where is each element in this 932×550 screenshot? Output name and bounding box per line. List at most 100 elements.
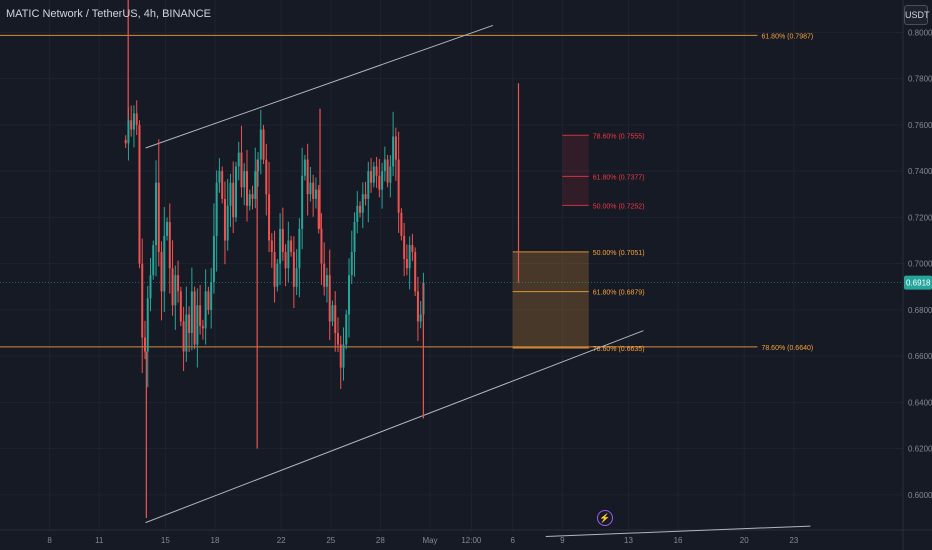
x-tick-label: 11 [95, 536, 104, 545]
x-tick-label: 8 [47, 536, 52, 545]
x-tick-label: 22 [277, 536, 286, 545]
x-tick-label: 25 [326, 536, 335, 545]
candle-body [143, 337, 146, 352]
candle-body [350, 252, 353, 276]
candle-body [132, 113, 135, 130]
fib-level-label: 50.00% (0.7252) [593, 203, 645, 210]
y-tick-label: 0.8000 [908, 28, 932, 37]
candle-body [157, 182, 160, 253]
candle-body [336, 332, 339, 345]
candle-body [394, 136, 397, 160]
candle-body [237, 152, 240, 167]
candle-body [124, 139, 127, 144]
x-tick-label: May [422, 536, 437, 545]
candle-body [218, 171, 221, 183]
candle-body [276, 263, 279, 287]
fib-level-label: 61.80% (0.7377) [593, 174, 645, 181]
candle-body [295, 268, 298, 287]
candle-body [135, 113, 138, 125]
candle-body [152, 245, 155, 276]
fib-zone [562, 135, 589, 206]
candle-body [248, 194, 251, 206]
candle-body [268, 194, 271, 241]
candle-body [232, 182, 235, 218]
candle-body [212, 235, 215, 283]
candle-body [378, 175, 381, 190]
candle-body [323, 263, 326, 287]
y-tick-label: 0.7200 [908, 213, 932, 222]
x-tick-label: 9 [560, 536, 565, 545]
candle-body [215, 182, 218, 236]
lightning-icon[interactable]: ⚡ [597, 510, 613, 526]
candle-body [130, 120, 133, 130]
y-tick-label: 0.7800 [908, 75, 932, 84]
last-price-tag [904, 275, 932, 290]
candle-body [312, 182, 315, 199]
candle-body [345, 314, 348, 345]
candle-body [328, 275, 331, 322]
y-tick-label: 0.6400 [908, 398, 932, 407]
candle-body [361, 194, 364, 213]
fib-level-label: 61.80% (0.6879) [593, 290, 645, 297]
candle-body [287, 240, 290, 269]
candle-body [359, 205, 362, 213]
candle-body [303, 159, 306, 176]
fib-level-label: 78.60% (0.6635) [593, 346, 645, 353]
trend-channel-line [145, 24, 494, 149]
candle-body [356, 205, 359, 222]
candle-body [210, 282, 213, 310]
x-tick-label: 20 [740, 536, 749, 545]
y-tick-label: 0.6000 [908, 491, 932, 500]
currency-button[interactable]: USDT [904, 5, 930, 25]
candle-body [414, 252, 417, 292]
candle-body [408, 245, 411, 269]
candle-body [353, 221, 356, 253]
y-tick-label: 0.7000 [908, 260, 932, 269]
x-tick-label: 28 [376, 536, 385, 545]
candle-body [221, 171, 224, 199]
y-tick-label: 0.6200 [908, 445, 932, 454]
candle-body [292, 252, 295, 287]
candle-body [226, 205, 229, 241]
candle-body [416, 291, 419, 322]
candle-body [419, 314, 422, 322]
candle-body [251, 194, 254, 199]
y-tick-label: 0.7600 [908, 121, 932, 130]
y-tick-label: 0.7400 [908, 167, 932, 176]
candle-body [188, 314, 191, 333]
candle-body [245, 171, 248, 206]
candle-body [265, 159, 268, 195]
x-tick-label: 12:00 [461, 536, 482, 545]
y-tick-label: 0.6800 [908, 306, 932, 315]
candle-body [270, 240, 273, 253]
candle-body [166, 221, 169, 236]
candle-body [290, 240, 293, 253]
fib-level-label: 78.60% (0.6640) [761, 345, 813, 352]
candle-body [229, 182, 232, 206]
candle-body [331, 305, 334, 322]
x-tick-label: 16 [674, 536, 683, 545]
candle-body [397, 159, 400, 213]
candle-body [127, 120, 130, 144]
candle-body [339, 344, 342, 368]
candle-body [262, 129, 265, 160]
trend-channel-line [545, 525, 811, 537]
candle-body [298, 228, 301, 269]
chart-title: MATIC Network / TetherUS, 4h, BINANCE [6, 8, 211, 20]
candle-body [309, 182, 312, 195]
candle-body [342, 344, 345, 368]
candle-body [306, 159, 309, 195]
x-tick-label: 6 [510, 536, 515, 545]
candle-body [177, 275, 180, 292]
candle-body [392, 136, 395, 167]
candle-body [163, 235, 166, 292]
x-tick-label: 23 [789, 536, 798, 545]
candle-body [234, 166, 237, 218]
candle-body [141, 263, 144, 338]
candle-body [375, 166, 378, 176]
fib-level-label: 50.00% (0.7051) [593, 250, 645, 257]
y-tick-label: 0.6600 [908, 352, 932, 361]
candle-body [386, 159, 389, 183]
